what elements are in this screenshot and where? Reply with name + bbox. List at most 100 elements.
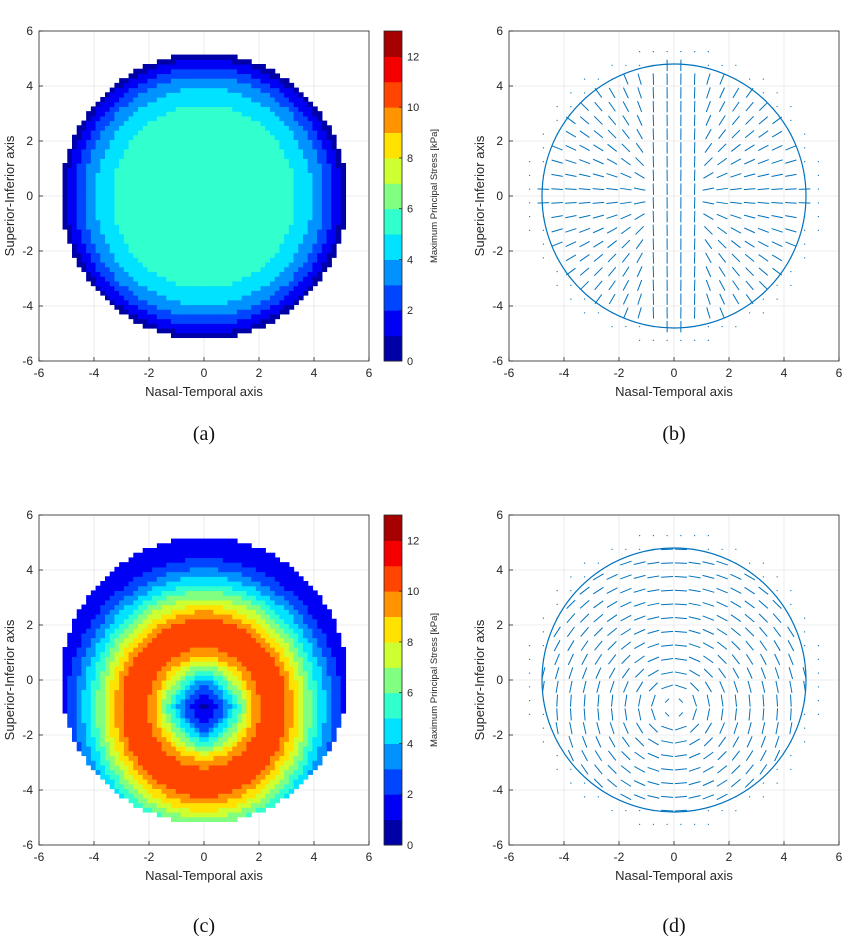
contour-cell	[166, 595, 172, 601]
contour-cell	[255, 238, 262, 244]
contour-cell	[109, 134, 116, 141]
vector-arrow	[622, 280, 630, 291]
contour-cell	[72, 144, 78, 150]
contour-cell	[199, 243, 205, 249]
contour-cell	[237, 214, 243, 221]
contour-cell	[81, 717, 87, 724]
contour-cell	[227, 233, 233, 240]
contour-cell	[109, 97, 116, 103]
contour-cell	[119, 632, 125, 639]
contour-cell	[152, 585, 158, 592]
contour-cell	[185, 82, 191, 89]
contour-cell	[166, 727, 172, 733]
contour-cell	[109, 623, 116, 629]
contour-cell	[119, 750, 125, 757]
contour-cell	[208, 125, 215, 131]
contour-cell	[147, 139, 153, 145]
contour-cell	[156, 548, 163, 554]
contour-cell	[180, 548, 186, 554]
contour-cell	[123, 172, 130, 178]
contour-cell	[317, 266, 323, 273]
contour-cell	[213, 675, 219, 681]
contour-cell	[76, 233, 83, 240]
contour-cell	[251, 266, 257, 273]
contour-cell	[185, 313, 191, 320]
contour-cell	[270, 247, 276, 254]
contour-cell	[307, 125, 314, 131]
contour-cell	[138, 750, 144, 757]
contour-cell	[317, 111, 323, 117]
contour-cell	[152, 233, 158, 240]
contour-cell	[237, 309, 243, 315]
contour-cell	[284, 290, 290, 296]
contour-cell	[105, 741, 111, 747]
contour-cell	[133, 703, 139, 709]
y-tick-label: 4	[26, 79, 33, 93]
contour-cell	[156, 271, 163, 277]
contour-cell	[81, 214, 87, 221]
vector-dot	[556, 271, 558, 273]
contour-cell	[237, 59, 243, 65]
contour-cell	[95, 243, 101, 249]
contour-cell	[270, 181, 276, 188]
contour-cell	[232, 266, 238, 273]
contour-cell	[218, 328, 224, 334]
contour-cell	[185, 727, 191, 733]
contour-cell	[147, 665, 153, 672]
contour-cell	[138, 665, 144, 672]
contour-cell	[161, 797, 167, 804]
contour-cell	[105, 252, 111, 258]
contour-cell	[222, 252, 229, 258]
contour-cell	[185, 675, 191, 681]
contour-cell	[288, 224, 295, 230]
contour-cell	[76, 177, 83, 183]
contour-cell	[81, 186, 87, 192]
contour-cell	[161, 628, 167, 634]
contour-cell	[336, 238, 342, 244]
contour-cell	[156, 585, 163, 592]
contour-cell	[123, 257, 130, 263]
contour-cell	[336, 186, 342, 192]
contour-cell	[336, 181, 342, 188]
contour-cell	[175, 158, 182, 164]
contour-cell	[218, 238, 224, 244]
contour-cell	[114, 290, 120, 296]
contour-cell	[76, 665, 83, 672]
contour-cell	[199, 618, 205, 625]
contour-cell	[194, 595, 200, 601]
contour-cell	[307, 247, 314, 254]
contour-cell	[67, 172, 73, 178]
contour-cell	[246, 252, 252, 258]
contour-cell	[232, 101, 238, 108]
vector-arrow	[757, 201, 770, 204]
contour-cell	[161, 290, 167, 296]
contour-cell	[95, 618, 101, 625]
contour-cell	[274, 304, 281, 310]
contour-cell	[241, 181, 248, 188]
contour-cell	[185, 59, 191, 65]
contour-cell	[265, 238, 271, 244]
vector-dot	[804, 133, 806, 135]
contour-cell	[109, 125, 116, 131]
contour-cell	[180, 764, 186, 771]
contour-cell	[232, 172, 238, 178]
contour-cell	[204, 769, 210, 775]
vector-dot	[790, 119, 792, 121]
contour-cell	[175, 247, 182, 254]
contour-cell	[67, 717, 73, 724]
contour-cell	[265, 313, 271, 320]
contour-cell	[147, 285, 153, 291]
contour-cell	[161, 722, 167, 728]
contour-cell	[293, 285, 299, 291]
contour-cell	[298, 167, 304, 174]
contour-cell	[204, 295, 210, 301]
contour-cell	[189, 191, 196, 197]
contour-cell	[123, 101, 130, 108]
contour-cell	[166, 760, 172, 766]
contour-cell	[227, 191, 233, 197]
contour-cell	[156, 651, 163, 658]
contour-cell	[123, 295, 130, 301]
vector-arrow	[719, 293, 726, 305]
contour-cell	[185, 252, 191, 258]
